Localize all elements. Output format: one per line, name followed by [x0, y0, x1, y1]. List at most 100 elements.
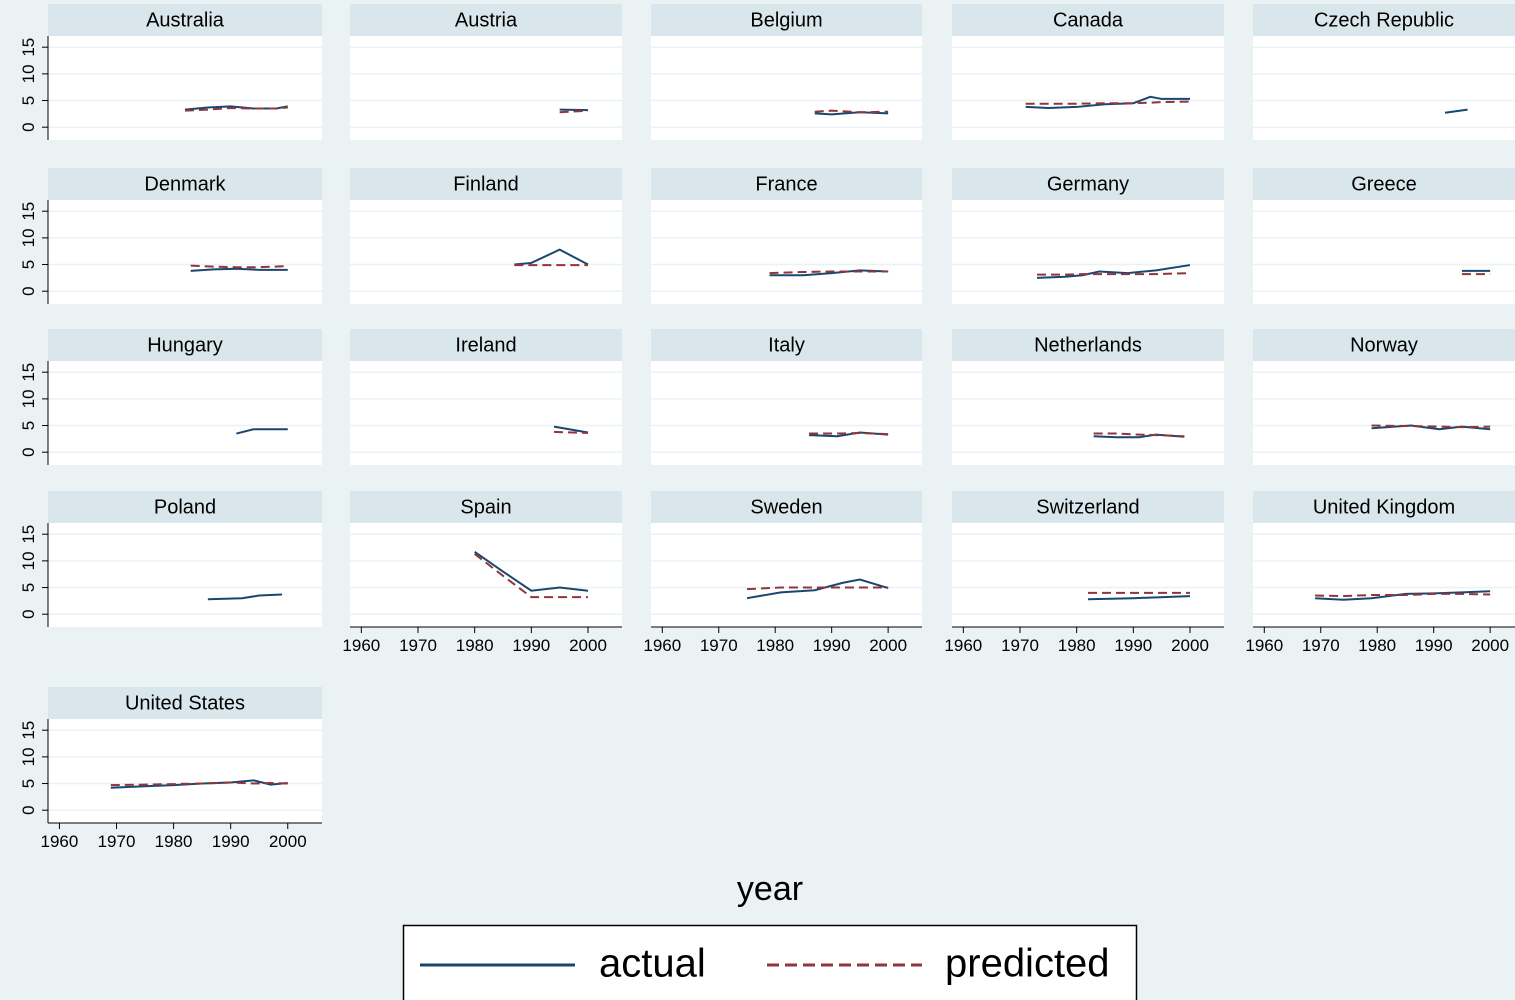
legend-box [402, 924, 1138, 1000]
x-tick-label: 1990 [212, 832, 250, 851]
y-tick-label: 5 [19, 421, 38, 430]
legend-entry: actual [599, 942, 706, 986]
y-tick-label: 5 [19, 260, 38, 269]
panel-header [1253, 4, 1515, 36]
line-series [474, 550, 589, 592]
line-series [1025, 95, 1190, 110]
panel-title: Italy [768, 334, 805, 356]
x-tick-label: 2000 [269, 832, 307, 851]
panel-header [350, 4, 622, 36]
y-tick-label: 0 [19, 805, 38, 814]
panel-header [952, 4, 1224, 36]
panel-title: Australia [146, 9, 225, 31]
x-tick-label: 1960 [944, 636, 982, 655]
y-tick-label: 0 [19, 286, 38, 295]
panel-header [952, 329, 1224, 361]
plot-area [1253, 361, 1515, 465]
plot-area [1253, 523, 1515, 627]
panel-title: Austria [455, 9, 518, 31]
x-tick-label: 2000 [869, 636, 907, 655]
panel-header [48, 4, 322, 36]
panel-header [952, 168, 1224, 200]
panel-title: France [755, 173, 817, 195]
panel-title: Sweden [750, 496, 822, 518]
panel-header [48, 491, 322, 523]
plot-area [350, 523, 622, 627]
panel-header [651, 168, 922, 200]
plot-area [952, 361, 1224, 465]
plot-area [1253, 36, 1515, 140]
panel-header [1253, 491, 1515, 523]
line-series [559, 109, 589, 114]
plot-area [651, 523, 922, 627]
line-series [553, 430, 589, 434]
y-tick-label: 10 [19, 551, 38, 570]
x-tick-label: 1960 [1245, 636, 1283, 655]
line-series [809, 431, 889, 436]
panel-title: Ireland [455, 334, 516, 356]
x-tick-label: 1990 [1114, 636, 1152, 655]
panel-title: United Kingdom [1313, 496, 1455, 518]
panel-title: Czech Republic [1314, 9, 1454, 31]
panel-title: Netherlands [1034, 334, 1142, 356]
panel-title: Poland [154, 496, 216, 518]
panel-title: Greece [1351, 173, 1417, 195]
panel-title: Norway [1350, 334, 1418, 356]
panel-title: Denmark [144, 173, 226, 195]
plot-area [48, 361, 322, 465]
x-axis-label: year [737, 870, 803, 908]
panel-header [48, 329, 322, 361]
plot-area [651, 200, 922, 304]
y-tick-label: 5 [19, 96, 38, 105]
plot-area [1253, 200, 1515, 304]
line-series [1315, 590, 1491, 601]
panel-header [350, 329, 622, 361]
y-tick-label: 15 [19, 721, 38, 740]
panel-header [651, 329, 922, 361]
panel-title: Spain [460, 496, 511, 518]
plot-area [952, 523, 1224, 627]
panel-header [350, 168, 622, 200]
line-series [1037, 272, 1191, 276]
panel-header [651, 491, 922, 523]
plot-area [350, 36, 622, 140]
x-tick-label: 1960 [342, 636, 380, 655]
plot-area [350, 361, 622, 465]
line-series [1444, 108, 1468, 114]
panel-header [1253, 168, 1515, 200]
panel-header [48, 687, 322, 719]
plot-area [350, 200, 622, 304]
x-tick-label: 1990 [1415, 636, 1453, 655]
line-series [184, 106, 288, 112]
line-series [190, 267, 288, 272]
line-series [553, 425, 589, 434]
line-series [1087, 595, 1191, 601]
line-series [1315, 592, 1491, 598]
y-tick-label: 10 [19, 228, 38, 247]
x-tick-label: 1980 [155, 832, 193, 851]
y-tick-label: 0 [19, 447, 38, 456]
x-tick-label: 1960 [643, 636, 681, 655]
panel-title: Canada [1053, 9, 1124, 31]
x-tick-label: 2000 [569, 636, 607, 655]
line-series [814, 109, 889, 114]
plot-area [952, 200, 1224, 304]
y-tick-label: 0 [19, 122, 38, 131]
y-tick-label: 15 [19, 202, 38, 221]
line-series [1093, 432, 1185, 438]
x-tick-label: 1980 [1058, 636, 1096, 655]
plot-area [48, 523, 322, 627]
line-series [1025, 100, 1191, 105]
line-series [110, 781, 288, 787]
line-series [769, 270, 889, 275]
plot-area [48, 719, 322, 823]
line-series [190, 264, 288, 269]
line-series [559, 108, 589, 112]
x-tick-label: 1970 [1001, 636, 1039, 655]
x-tick-label: 1970 [700, 636, 738, 655]
y-tick-label: 15 [19, 38, 38, 57]
x-tick-label: 1970 [399, 636, 437, 655]
panel-title: Switzerland [1036, 496, 1139, 518]
line-series [474, 553, 588, 599]
panel-title: United States [125, 692, 245, 714]
